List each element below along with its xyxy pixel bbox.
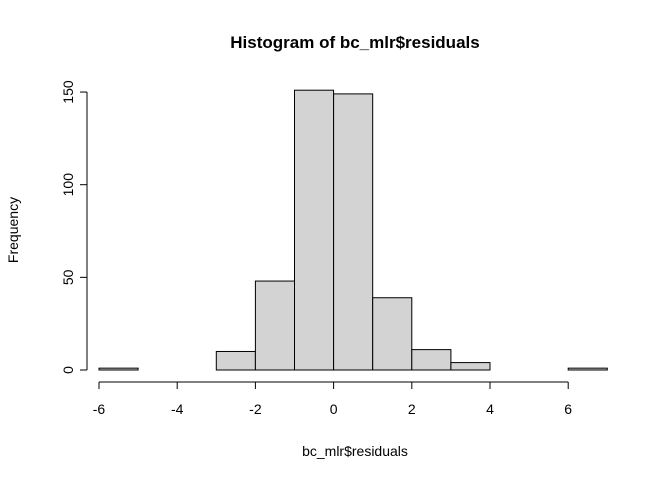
x-tick-label-6: 6 — [564, 401, 572, 417]
histogram-bar-9 — [450, 362, 491, 371]
histogram-bar-7 — [372, 297, 413, 371]
y-tick-label-0: 0 — [60, 366, 76, 374]
histogram-bar-0 — [98, 367, 139, 371]
histogram-bar-4 — [254, 280, 295, 371]
y-axis-label: Frequency — [5, 197, 21, 263]
bars-group — [98, 89, 608, 371]
histogram-bar-3 — [215, 350, 256, 371]
x-tick-label-1: -4 — [171, 401, 184, 417]
x-tick-label-0: -6 — [93, 401, 106, 417]
x-axis: -6 -4 -2 0 2 4 6 — [93, 381, 572, 417]
x-tick-label-5: 4 — [486, 401, 494, 417]
histogram-bar-8 — [411, 349, 452, 371]
histogram-bar-5 — [294, 89, 335, 371]
histogram-bar-12 — [567, 367, 608, 371]
x-tick-label-4: 2 — [408, 401, 416, 417]
x-axis-label: bc_mlr$residuals — [302, 443, 408, 459]
y-axis: 0 50 100 150 — [60, 80, 88, 374]
x-tick-label-2: -2 — [249, 401, 262, 417]
x-tick-label-3: 0 — [330, 401, 338, 417]
y-tick-label-1: 50 — [60, 269, 76, 285]
chart-title: Histogram of bc_mlr$residuals — [230, 33, 479, 52]
histogram-bar-6 — [333, 93, 374, 371]
y-tick-label-2: 100 — [60, 173, 76, 197]
y-tick-label-3: 150 — [60, 80, 76, 104]
